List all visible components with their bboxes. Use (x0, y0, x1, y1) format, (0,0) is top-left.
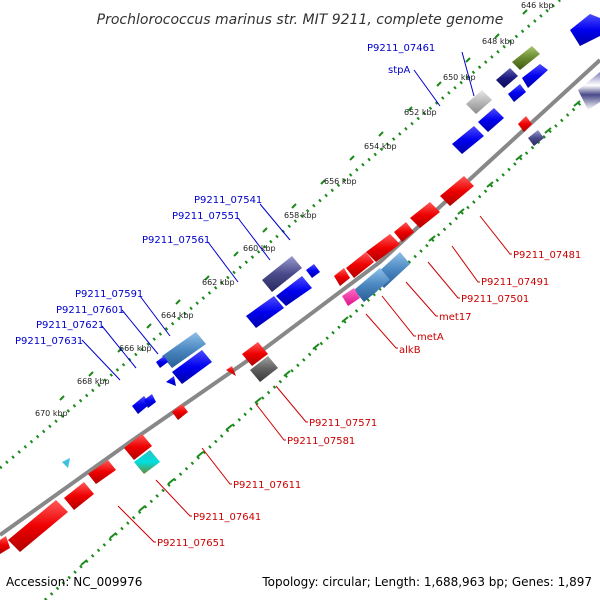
gene-label[interactable]: P9211_07571 (309, 418, 377, 429)
reverse-gene-arrow[interactable] (250, 356, 278, 382)
reverse-gene-arrow[interactable] (528, 130, 544, 146)
reverse-gene-arrow[interactable] (242, 342, 268, 366)
reverse-gene-arrow[interactable] (172, 404, 188, 420)
gene-label[interactable]: P9211_07561 (142, 235, 210, 246)
kbp-tick-labels: 646 kbp 648 kbp 650 kbp 652 kbp 654 kbp … (35, 1, 554, 418)
forward-gene-labels: P9211_07461 stpA P9211_07541 P9211_07551… (15, 43, 435, 347)
forward-gene-arrow[interactable] (246, 296, 284, 328)
reverse-gene-arrow[interactable] (578, 72, 600, 110)
tick-label: 648 kbp (482, 37, 515, 46)
reverse-gene-arrow[interactable] (88, 460, 116, 484)
gene-label[interactable]: P9211_07491 (481, 277, 549, 288)
tick-label: 664 kbp (161, 311, 194, 320)
forward-leader-lines (81, 51, 475, 381)
gene-label[interactable]: met17 (439, 312, 472, 323)
tick-label: 652 kbp (404, 108, 437, 117)
forward-gene-arrow[interactable] (522, 64, 548, 88)
reverse-gene-labels: P9211_07481 P9211_07491 P9211_07501 met1… (157, 250, 581, 549)
reverse-gene-arrow[interactable] (346, 252, 374, 278)
gene-label[interactable]: P9211_07581 (287, 436, 355, 447)
genome-info-text: Topology: circular; Length: 1,688,963 bp… (261, 575, 592, 589)
reverse-gene-arrow[interactable] (394, 222, 414, 242)
accession-text: Accession: NC_009976 (6, 575, 142, 589)
forward-gene-arrow[interactable] (306, 264, 320, 278)
forward-gene-arrow[interactable] (166, 376, 176, 386)
forward-gene-arrow[interactable] (144, 394, 156, 408)
gene-label[interactable]: P9211_07641 (193, 512, 261, 523)
tick-label: 670 kbp (35, 409, 68, 418)
reverse-gene-arrow[interactable] (518, 116, 532, 132)
gene-label[interactable]: P9211_07651 (157, 538, 225, 549)
tick-label: 666 kbp (119, 344, 152, 353)
gene-label[interactable]: P9211_07591 (75, 289, 143, 300)
reverse-gene-arrow[interactable] (334, 268, 350, 286)
reverse-gene-arrow[interactable] (440, 176, 474, 206)
forward-gene-arrow[interactable] (156, 356, 168, 368)
tick-label: 660 kbp (243, 244, 276, 253)
reverse-gene-arrow[interactable] (342, 288, 360, 306)
gene-label[interactable]: P9211_07621 (36, 320, 104, 331)
gene-label[interactable]: stpA (388, 65, 410, 76)
forward-gene-arrow[interactable] (262, 256, 302, 292)
reverse-strand-dots (43, 83, 600, 600)
tick-label: 668 kbp (77, 377, 110, 386)
forward-gene-arrow[interactable] (62, 458, 70, 468)
forward-genes (62, 14, 600, 468)
gene-label[interactable]: metA (417, 332, 444, 343)
reverse-gene-arrow[interactable] (134, 450, 160, 474)
gene-label[interactable]: P9211_07631 (15, 336, 83, 347)
forward-gene-arrow[interactable] (508, 84, 526, 102)
genome-backbone (0, 58, 600, 537)
reverse-leader-lines (117, 215, 512, 543)
forward-gene-arrow[interactable] (466, 90, 492, 114)
gene-label[interactable]: P9211_07461 (367, 43, 435, 54)
gene-label[interactable]: P9211_07551 (172, 211, 240, 222)
tick-label: 654 kbp (364, 142, 397, 151)
tick-label: 650 kbp (443, 73, 476, 82)
forward-gene-arrow[interactable] (496, 68, 518, 88)
reverse-gene-arrow[interactable] (124, 434, 152, 460)
forward-gene-arrow[interactable] (478, 108, 504, 132)
tick-label: 662 kbp (202, 278, 235, 287)
gene-label[interactable]: P9211_07601 (56, 305, 124, 316)
gene-label[interactable]: P9211_07501 (461, 294, 529, 305)
reverse-gene-arrow[interactable] (354, 268, 390, 302)
gene-label[interactable]: P9211_07541 (194, 195, 262, 206)
forward-gene-arrow[interactable] (570, 14, 600, 46)
forward-gene-arrow[interactable] (276, 276, 312, 306)
gene-label[interactable]: P9211_07481 (513, 250, 581, 261)
forward-strand-dots (0, 0, 561, 470)
reverse-gene-arrow[interactable] (64, 482, 94, 510)
reverse-gene-arrow[interactable] (410, 202, 440, 228)
gene-label[interactable]: alkB (399, 345, 421, 356)
reverse-gene-arrow[interactable] (8, 500, 68, 552)
tick-label: 646 kbp (521, 1, 554, 10)
reverse-gene-arrow[interactable] (226, 366, 236, 376)
reverse-gene-arrow[interactable] (0, 536, 10, 554)
forward-gene-arrow[interactable] (172, 350, 212, 384)
forward-gene-arrow[interactable] (512, 46, 540, 70)
tick-label: 658 kbp (284, 211, 317, 220)
forward-gene-arrow[interactable] (162, 332, 206, 368)
tick-label: 656 kbp (324, 177, 357, 186)
map-title: Prochlorococcus marinus str. MIT 9211, c… (97, 12, 504, 28)
forward-tick-marks (59, 9, 528, 401)
reverse-gene-arrow[interactable] (366, 234, 400, 262)
forward-gene-arrow[interactable] (452, 126, 484, 154)
reverse-genes (0, 72, 600, 554)
gene-label[interactable]: P9211_07611 (233, 480, 301, 491)
